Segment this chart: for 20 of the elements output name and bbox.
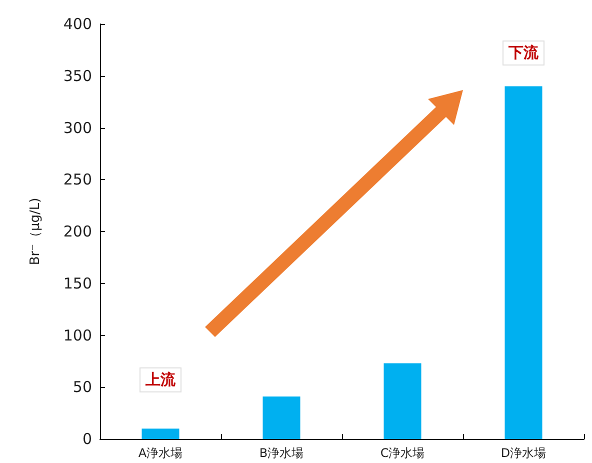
bar [504,86,542,439]
bar [262,396,300,439]
bar [384,363,422,439]
x-tick-label: A浄水場 [138,446,183,460]
x-tick-label: C浄水場 [380,446,425,460]
y-axis-title: Br⁻（μg/L) [28,198,43,266]
y-tick-label: 350 [63,66,92,85]
y-tick-label: 50 [72,378,92,396]
y-tick-label: 400 [63,15,92,33]
y-tick-label: 100 [63,326,92,344]
annotation: 下流 [508,44,540,62]
y-tick-label: 200 [63,222,92,240]
y-tick-label: 250 [63,170,92,189]
y-tick-label: 0 [82,430,92,448]
annotation: 上流 [144,370,176,388]
y-tick-label: 300 [63,118,92,137]
bar [142,428,180,439]
x-tick-label: B浄水場 [259,446,304,460]
x-tick-label: D浄水場 [500,446,546,460]
y-tick-label: 150 [63,274,92,292]
